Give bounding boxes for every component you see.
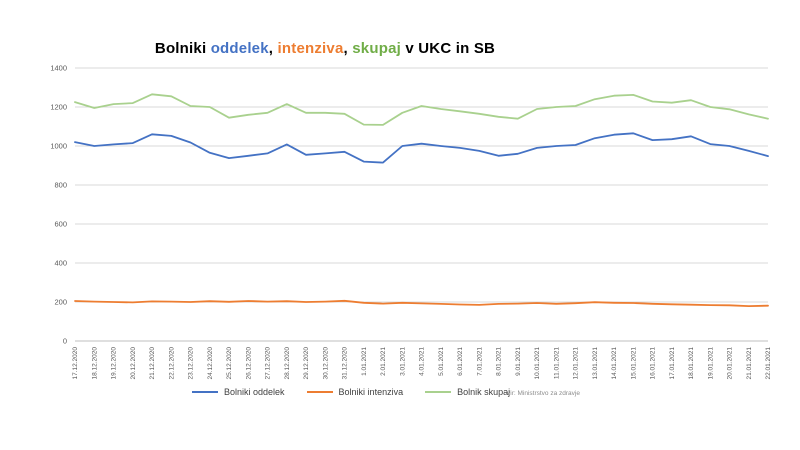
- x-axis-label: 2.01.2021: [380, 347, 387, 376]
- x-axis-label: 22.12.2020: [168, 347, 175, 380]
- series-line-bolniki-intenziva: [74, 299, 769, 308]
- legend-label: Bolniki oddelek: [224, 387, 285, 397]
- legend-item: Bolniki intenziva: [306, 387, 404, 397]
- chart-title-part: intenziva: [277, 40, 344, 57]
- legend-label: Bolnik skupaj: [457, 387, 511, 397]
- x-axis-label: 17.12.2020: [72, 347, 79, 380]
- x-axis-label: 26.12.2020: [245, 347, 252, 380]
- x-axis-label: 15.01.2021: [630, 347, 637, 380]
- legend-item: Bolnik skupaj: [425, 387, 510, 397]
- x-axis-label: 30.12.2020: [322, 347, 329, 380]
- x-axis-label: 23.12.2020: [188, 347, 195, 380]
- legend-swatch: [425, 391, 452, 393]
- chart-title-part: Bolniki: [154, 40, 211, 57]
- x-axis-label: 11.01.2021: [553, 347, 560, 379]
- chart-title-part: v UKC in SB: [401, 40, 496, 57]
- x-axis-label: 7.01.2021: [476, 347, 483, 376]
- x-axis-label: 27.12.2020: [265, 347, 272, 380]
- chart-title-part: ,: [268, 40, 278, 57]
- legend-swatch: [192, 391, 218, 393]
- x-axis-label: 18.01.2021: [688, 347, 695, 380]
- y-axis-label: 1200: [50, 103, 67, 112]
- y-axis-label: 600: [54, 220, 67, 229]
- x-axis-label: 22.01.2021: [765, 347, 772, 380]
- legend-swatch: [306, 391, 333, 393]
- x-axis-label: 28.12.2020: [284, 347, 291, 380]
- chart-title: Bolniki oddelek, intenziva, skupaj v UKC…: [0, 40, 650, 57]
- legend: Bolniki oddelek Bolniki intenziva Bolnik s…: [192, 387, 510, 397]
- x-axis-label: 19.12.2020: [111, 347, 118, 380]
- chart-title-part: oddelek: [210, 40, 269, 57]
- x-axis-label: 18.12.2020: [91, 347, 98, 380]
- x-axis-label: 13.01.2021: [592, 347, 599, 380]
- chart-title-part: skupaj: [352, 40, 401, 57]
- chart-title-part: ,: [343, 40, 353, 57]
- x-axis-label: 31.12.2020: [342, 347, 349, 380]
- y-axis-label: 1000: [50, 142, 67, 151]
- x-axis-label: 6.01.2021: [457, 347, 464, 376]
- legend-label: Bolniki intenziva: [338, 387, 404, 397]
- series-line-bolnik-skupaj: [74, 93, 769, 126]
- source-note: vir: Ministrstvo za zdravje: [507, 390, 580, 397]
- x-axis-label: 24.12.2020: [207, 347, 214, 380]
- x-axis-label: 25.12.2020: [226, 347, 233, 380]
- y-axis-label: 800: [54, 181, 67, 190]
- x-axis-label: 19.01.2021: [707, 347, 714, 380]
- y-axis-label: 0: [63, 337, 67, 346]
- x-axis-label: 20.12.2020: [130, 347, 137, 380]
- y-axis-label: 400: [54, 259, 67, 268]
- series-line-bolniki-oddelek: [74, 132, 769, 164]
- x-axis-label: 20.01.2021: [727, 347, 734, 380]
- x-axis-label: 5.01.2021: [438, 347, 445, 376]
- x-axis-label: 21.12.2020: [149, 347, 156, 380]
- x-axis-label: 1.01.2021: [361, 347, 368, 376]
- y-axis-label: 200: [54, 298, 67, 307]
- y-axis-label: 1400: [50, 64, 67, 73]
- x-axis-label: 9.01.2021: [515, 347, 522, 376]
- x-axis-label: 4.01.2021: [419, 347, 426, 376]
- x-axis-label: 16.01.2021: [650, 347, 657, 380]
- x-axis-label: 10.01.2021: [534, 347, 541, 380]
- x-axis-label: 29.12.2020: [303, 347, 310, 380]
- x-axis-label: 3.01.2021: [399, 347, 406, 376]
- x-axis-label: 14.01.2021: [611, 347, 618, 380]
- x-axis-label: 17.01.2021: [669, 347, 676, 380]
- legend-item: Bolniki oddelek: [192, 387, 285, 397]
- x-axis-label: 21.01.2021: [746, 347, 753, 380]
- x-axis-label: 12.01.2021: [573, 347, 580, 380]
- x-axis-label: 8.01.2021: [496, 347, 503, 376]
